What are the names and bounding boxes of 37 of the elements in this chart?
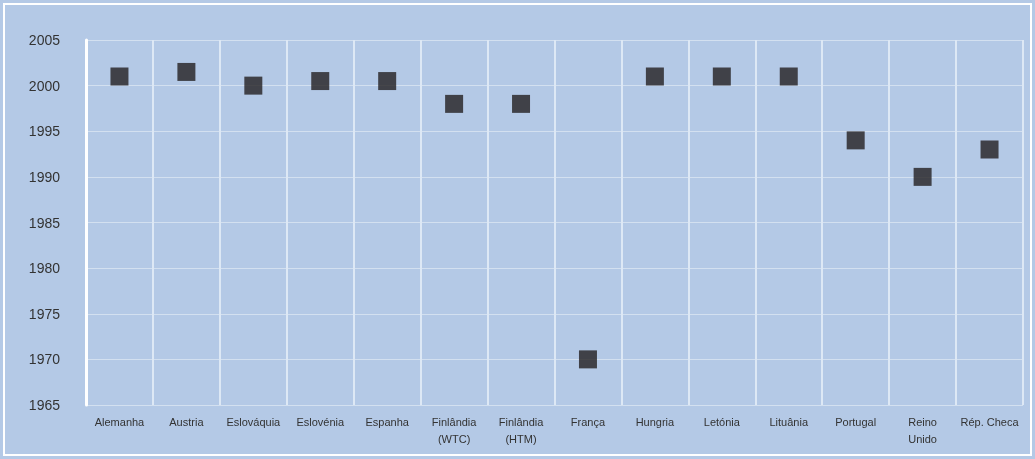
- x-tick-label: Alemanha: [94, 415, 146, 428]
- x-tick-label: Espanha: [365, 415, 410, 428]
- point: [512, 94, 531, 113]
- y-tick-label: 1985: [28, 214, 61, 231]
- x-tick-label: Letónia: [703, 415, 741, 428]
- y-tick-label: 1965: [28, 397, 61, 413]
- x-tick-label: Lituânia: [769, 415, 809, 428]
- x-tick-label: Reino Unido: [908, 415, 937, 445]
- x-tick-label: França: [570, 415, 606, 428]
- point: [578, 350, 597, 369]
- x-tick-label: Eslováquia: [226, 415, 282, 428]
- point: [779, 67, 798, 86]
- y-tick-label: 1990: [28, 168, 61, 185]
- point: [378, 72, 397, 91]
- y-tick-label: 1995: [28, 123, 61, 140]
- point: [244, 76, 263, 95]
- point: [712, 67, 731, 86]
- x-tick-label: Finlândia (HTM): [498, 415, 545, 445]
- point: [645, 67, 664, 86]
- point: [445, 94, 464, 113]
- x-tick-label: Eslovénia: [296, 415, 345, 428]
- point: [846, 131, 865, 150]
- x-tick-label: Hungria: [635, 415, 676, 428]
- point: [110, 67, 129, 86]
- x-tick-label: Finlândia (WTC): [431, 415, 478, 445]
- point: [913, 167, 932, 186]
- y-tick-label: 2000: [28, 77, 61, 94]
- y-tick-label: 1975: [28, 305, 61, 322]
- y-tick-label: 1980: [28, 260, 61, 277]
- x-tick-label: Portugal: [835, 415, 877, 428]
- y-tick-label: 2005: [28, 32, 61, 48]
- point: [980, 140, 999, 159]
- x-tick-label: Rép. Checa: [960, 415, 1020, 428]
- point: [311, 72, 330, 91]
- x-tick-label: Austria: [169, 415, 205, 428]
- y-tick-label: 1970: [28, 351, 61, 368]
- point: [177, 62, 196, 81]
